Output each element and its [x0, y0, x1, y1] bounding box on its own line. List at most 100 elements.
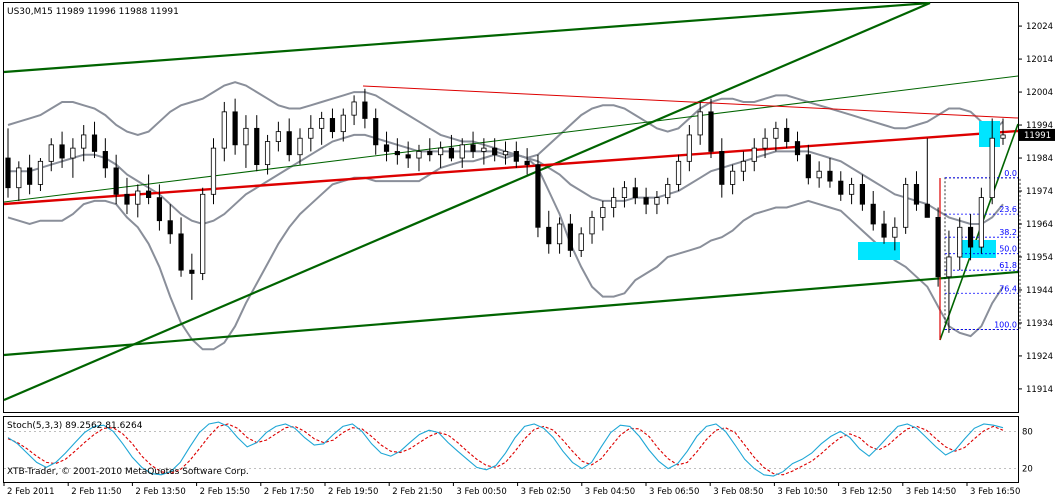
candle-bull — [70, 147, 76, 159]
candle-bear — [513, 151, 519, 162]
time-tick-label: 2 Feb 19:50 — [328, 487, 378, 497]
candle-bear — [329, 118, 336, 133]
candle-bear — [881, 223, 887, 238]
candle-bear — [427, 151, 433, 156]
time-tick-label: 2 Feb 21:50 — [392, 487, 442, 497]
price-tick-label: 11984 — [1026, 154, 1053, 164]
time-tick-label: 3 Feb 16:50 — [970, 487, 1020, 497]
price-tick-label: 12014 — [1026, 55, 1053, 65]
copyright-footer: XTB-Trader, © 2001-2010 MetaQuotes Softw… — [7, 467, 249, 477]
candle-bear — [524, 160, 530, 166]
thin-green-line[interactable] — [3, 75, 1019, 203]
time-tick-label: 3 Feb 12:50 — [842, 487, 892, 497]
candle-bull — [654, 197, 660, 205]
candle-bull — [675, 160, 682, 185]
candle-bull — [589, 216, 595, 235]
candle-bear — [394, 151, 400, 156]
lower-channel-line[interactable] — [3, 1, 931, 402]
candle-bull — [816, 170, 822, 179]
upper-channel-line[interactable] — [3, 1, 931, 74]
candle-bear — [805, 154, 811, 179]
symbol-header: US30,M15 11989 11996 11988 11991 — [7, 7, 179, 17]
candle-bull — [340, 114, 346, 133]
candle-bear — [784, 127, 790, 142]
time-tick-label: 2 Feb 11:50 — [71, 487, 121, 497]
time-tick-label: 3 Feb 14:50 — [906, 487, 956, 497]
stoch-pane-frame — [3, 416, 1019, 483]
candle-bull — [730, 170, 736, 185]
time-tick-label: 3 Feb 06:50 — [649, 487, 699, 497]
candle-bear — [362, 101, 368, 119]
time-tick-label: 2 Feb 2011 — [7, 487, 55, 497]
price-tick-label: 11944 — [1026, 286, 1053, 296]
stoch-level-label: 80 — [1022, 427, 1033, 437]
candle-bear — [838, 180, 844, 195]
fib-level-label: 76.4 — [999, 284, 1017, 293]
candle-bear — [632, 187, 638, 199]
candle-bull — [740, 160, 747, 172]
price-tick-label: 11934 — [1026, 319, 1053, 329]
price-tick-label: 11964 — [1026, 220, 1053, 230]
candle-bull — [275, 131, 281, 142]
time-tick-label: 3 Feb 10:50 — [777, 487, 827, 497]
main-pane-frame — [3, 2, 1019, 413]
price-tick-label: 12024 — [1026, 22, 1053, 32]
highlight-box-top — [979, 121, 1000, 147]
candle-bull — [848, 184, 855, 195]
time-tick-label: 3 Feb 04:50 — [585, 487, 635, 497]
candle-bear — [546, 226, 552, 245]
trend-lines[interactable] — [3, 1, 1019, 402]
candles — [5, 88, 1006, 333]
red-resistance-line[interactable] — [362, 85, 1019, 119]
price-tick-label: 11994 — [1026, 121, 1053, 131]
candle-bear — [113, 167, 119, 195]
candle-bull — [957, 226, 963, 258]
candle-bear — [254, 127, 260, 166]
red-trend-line[interactable] — [3, 129, 1019, 206]
candle-bull — [903, 184, 909, 228]
candle-bull — [416, 151, 422, 159]
stoch-main-line — [7, 421, 1004, 477]
stoch-level-label: 20 — [1022, 465, 1033, 475]
candle-bull — [978, 197, 984, 248]
fib-level-label: 100.0 — [994, 321, 1017, 330]
candle-bull — [243, 127, 249, 146]
time-tick-label: 3 Feb 08:50 — [713, 487, 763, 497]
candle-bull — [351, 101, 357, 116]
time-tick-label: 2 Feb 13:50 — [135, 487, 185, 497]
candle-bear — [448, 147, 455, 159]
candle-bear — [567, 223, 573, 251]
candle-bear — [643, 197, 649, 205]
candle-bull — [438, 147, 444, 156]
candle-bear — [794, 141, 801, 156]
candle-bull — [135, 190, 141, 205]
price-tick-label: 11914 — [1026, 385, 1053, 395]
candle-bear — [156, 197, 163, 222]
candle-bull — [481, 147, 487, 152]
fib-level-label: 23.6 — [999, 205, 1017, 214]
time-tick-label: 2 Feb 15:50 — [200, 487, 250, 497]
candle-bear — [59, 144, 65, 159]
fib-level-label: 50.0 — [999, 245, 1017, 254]
fib-level-label: 38.2 — [999, 228, 1017, 237]
time-tick-label: 2 Feb 17:50 — [264, 487, 314, 497]
candle-bear — [178, 233, 184, 271]
candle-bear — [232, 111, 238, 146]
support-line[interactable] — [3, 270, 1019, 357]
candle-bull — [946, 256, 952, 278]
candle-bull — [621, 187, 628, 199]
price-axis: 12024 12014 12004 11994 11984 11974 11964 11954… — [1018, 22, 1055, 395]
candle-bear — [870, 203, 876, 225]
candle-bull — [578, 233, 584, 251]
candle-bull — [600, 207, 606, 218]
highlight-box-left — [858, 242, 900, 260]
candle-bull — [892, 226, 898, 238]
candle-bear — [405, 154, 411, 159]
candle-bull — [37, 160, 44, 185]
candle-bear — [827, 170, 833, 182]
candle-bull — [502, 151, 509, 156]
candle-bear — [470, 144, 476, 152]
candle-bear — [124, 193, 130, 205]
candle-bull — [16, 167, 22, 189]
